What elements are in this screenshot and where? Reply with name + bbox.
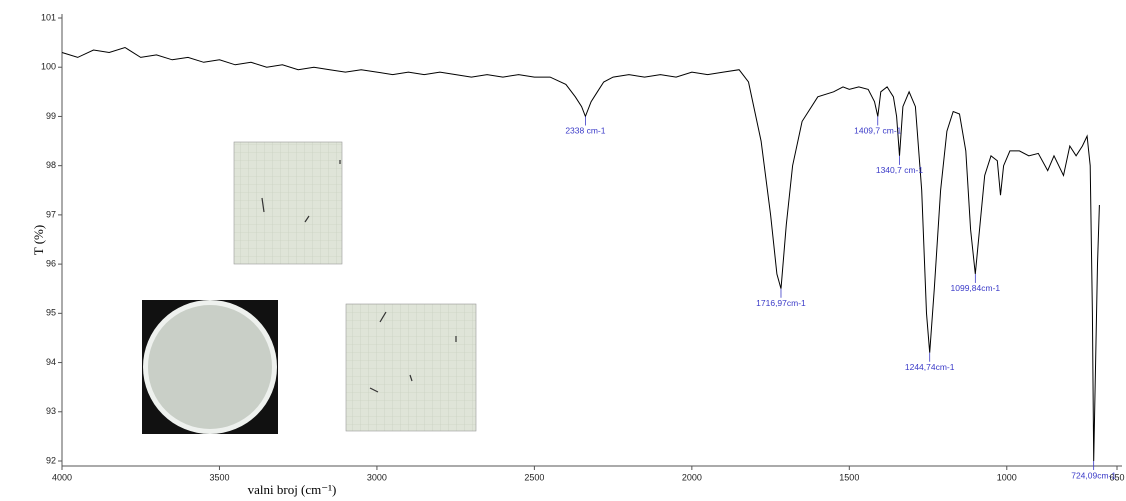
x-tick-label: 3000 — [367, 472, 387, 482]
annotation-label: 1716,97cm-1 — [756, 298, 806, 308]
y-tick-label: 101 — [41, 12, 56, 22]
annotation-label: 1409,7 cm-1 — [854, 126, 902, 136]
x-tick-label: 1000 — [997, 472, 1017, 482]
inset-image — [218, 138, 346, 278]
x-tick-label: 2500 — [524, 472, 544, 482]
x-tick-label: 1500 — [839, 472, 859, 482]
y-tick-label: 96 — [46, 258, 56, 268]
inset-image — [117, 297, 282, 457]
y-tick-label: 100 — [41, 62, 56, 72]
annotation-label: 724,09cm-1 — [1071, 470, 1116, 480]
y-tick-label: 95 — [46, 308, 56, 318]
inset-image — [316, 300, 478, 452]
annotation-label: 1244,74cm-1 — [905, 362, 955, 372]
y-tick-label: 93 — [46, 406, 56, 416]
x-tick-label: 4000 — [52, 472, 72, 482]
x-tick-label: 2000 — [682, 472, 702, 482]
y-tick-label: 98 — [46, 160, 56, 170]
y-axis-title: T (%) — [31, 225, 46, 255]
annotation-label: 1340,7 cm-1 — [876, 165, 924, 175]
y-tick-label: 97 — [46, 209, 56, 219]
annotation-label: 2338 cm-1 — [565, 126, 605, 136]
annotation-label: 1099,84cm-1 — [951, 283, 1001, 293]
y-tick-label: 92 — [46, 455, 56, 465]
spectrum-line — [61, 46, 1100, 462]
x-axis-title: valni broj (cm⁻¹) — [248, 482, 337, 497]
y-tick-label: 99 — [46, 111, 56, 121]
x-tick-label: 650 — [1109, 472, 1124, 482]
x-tick-label: 3500 — [209, 472, 229, 482]
y-tick-label: 94 — [46, 357, 56, 367]
